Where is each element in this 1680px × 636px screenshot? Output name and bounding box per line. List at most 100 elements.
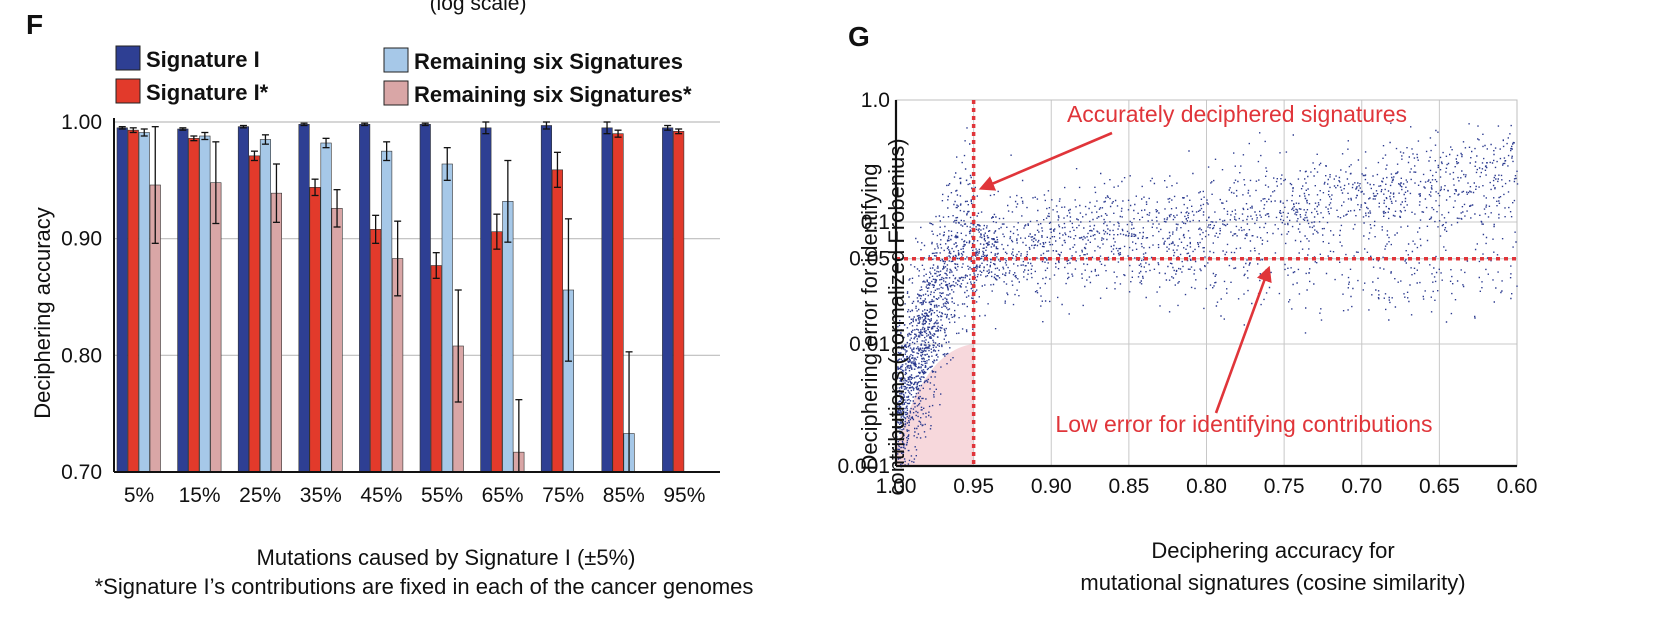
error-bar-remaining-six-signatures-45: [383, 141, 391, 162]
error-bar-remaining-six-signatures-75: [564, 218, 572, 362]
bar-signature-i-star-25: [248, 155, 260, 473]
error-bar-signature-i-star-65: [493, 213, 501, 250]
error-bar-remaining-six-signatures-star-45: [394, 220, 402, 297]
error-bar-signature-i-75: [542, 121, 550, 130]
shaded-region: [896, 344, 974, 466]
error-bar-signature-i-star-5: [129, 127, 137, 134]
panel-f-legend: Signature I Signature I* Remaining six Sig…: [115, 45, 692, 107]
x-tick-label-35: 35%: [300, 484, 342, 507]
x-tick-label: 0.90: [1031, 475, 1072, 498]
x-tick-label: 0.85: [1108, 475, 1149, 498]
panel-g-y-axis-label-line1: Deciphering error for identifying: [857, 164, 882, 471]
bar-remaining-six-signatures-star-25: [270, 192, 283, 473]
error-bar-remaining-six-signatures-25: [261, 134, 269, 145]
error-bar-signature-i-star-45: [372, 214, 380, 244]
panel-f-bar-chart: F Signature I Signature I* Remaining six S…: [26, 9, 753, 599]
panel-g-annotations: Accurately deciphered signatures Low erro…: [978, 101, 1433, 437]
bar-signature-i-star-65: [491, 231, 503, 473]
annotation-arrow-low-error: [1214, 265, 1272, 414]
panel-g-threshold-lines: [896, 100, 1517, 466]
x-tick-label-95: 95%: [663, 484, 705, 507]
bar-signature-i-star-85: [612, 133, 624, 473]
bar-signature-i-55: [419, 124, 431, 473]
bar-signature-i-star-55: [430, 265, 442, 473]
error-bar-signature-i-star-55: [432, 252, 440, 279]
error-bar-signature-i-star-35: [311, 178, 319, 197]
x-tick-label: 0.60: [1497, 475, 1538, 498]
panel-g-x-axis-label-line2: mutational signatures (cosine similarity…: [1080, 570, 1465, 595]
panel-f-y-axis-label: Deciphering accuracy: [30, 207, 55, 419]
legend-swatch-remaining-six-signatures: [383, 47, 409, 73]
error-bar-signature-i-85: [603, 121, 611, 135]
legend-label-signature-i-star: Signature I*: [146, 80, 269, 105]
x-tick-label-55: 55%: [421, 484, 463, 507]
bar-signature-i-star-35: [309, 187, 321, 473]
x-tick-label-25: 25%: [239, 484, 281, 507]
bar-signature-i-15: [177, 128, 189, 473]
y-tick-label: 0.001: [837, 455, 890, 478]
x-tick-label: 0.75: [1264, 475, 1305, 498]
y-tick-label: 0.01: [849, 333, 890, 356]
error-bar-signature-i-star-85: [614, 129, 622, 138]
error-bar-signature-i-15: [179, 127, 187, 131]
bar-remaining-six-signatures-35: [320, 142, 332, 473]
x-tick-label-65: 65%: [482, 484, 524, 507]
error-bar-remaining-six-signatures-55: [443, 147, 451, 181]
panel-g-shaded-region: [896, 344, 974, 466]
bar-remaining-six-signatures-star-15: [210, 182, 222, 473]
x-tick-label: 0.70: [1341, 475, 1382, 498]
x-tick-label: 1.00: [876, 475, 917, 498]
bar-remaining-six-signatures-15: [199, 135, 211, 473]
error-bar-signature-i-5: [118, 126, 126, 130]
error-bar-remaining-six-signatures-star-25: [272, 163, 280, 223]
bar-signature-i-65: [480, 127, 492, 473]
y-tick-label: 0.90: [61, 228, 102, 251]
panel-g-scatter-plot: G 1.00 0.95 0.90 0.85 0.80 0.75 0.70 0.65 0.60 0.…: [837, 21, 1537, 595]
panel-f-x-axis-label: Mutations caused by Signature I (±5%): [257, 545, 636, 570]
bar-remaining-six-signatures-55: [441, 163, 453, 473]
panel-g-axes: 1.00 0.95 0.90 0.85 0.80 0.75 0.70 0.65 0.60 0.00…: [837, 89, 1537, 498]
panel-f-label: F: [26, 9, 43, 40]
error-bar-remaining-six-signatures-15: [201, 131, 209, 141]
x-tick-label-75: 75%: [542, 484, 584, 507]
annotation-accurately-deciphered: Accurately deciphered signatures: [1067, 101, 1407, 127]
legend-swatch-remaining-six-signatures-star: [383, 80, 409, 106]
x-tick-label: 0.65: [1419, 475, 1460, 498]
legend-label-remaining-six-signatures: Remaining six Signatures: [414, 49, 683, 74]
error-bar-signature-i-55: [421, 122, 429, 127]
bar-signature-i-85: [601, 127, 613, 473]
y-tick-label: 0.05: [849, 248, 890, 271]
bar-signature-i-35: [298, 124, 310, 473]
header-fragment: (log scale): [430, 0, 527, 15]
panel-g-y-axis-label-line2: contributions (normalized Frobenius): [884, 138, 909, 495]
error-bar-signature-i-65: [482, 121, 490, 135]
x-tick-label: 0.80: [1186, 475, 1227, 498]
legend-label-signature-i: Signature I: [146, 47, 260, 72]
error-bar-remaining-six-signatures-star-35: [333, 189, 341, 228]
error-bar-remaining-six-signatures-35: [322, 137, 330, 149]
x-tick-label-85: 85%: [603, 484, 645, 507]
bar-signature-i-star-95: [673, 131, 685, 473]
bar-signature-i-star-75: [551, 169, 564, 473]
y-tick-label: 0.80: [61, 344, 102, 367]
bar-remaining-six-signatures-5: [138, 132, 150, 473]
error-bar-signature-i-star-95: [675, 128, 683, 135]
error-bar-signature-i-25: [239, 124, 247, 129]
bar-signature-i-star-45: [370, 229, 382, 473]
error-bar-signature-i-45: [361, 122, 369, 127]
panel-g-label: G: [848, 21, 870, 52]
error-bar-signature-i-35: [300, 122, 308, 127]
y-tick-label: 1.00: [61, 111, 102, 134]
bar-remaining-six-signatures-star-35: [331, 208, 343, 473]
y-tick-label: 1.0: [861, 89, 890, 112]
legend-label-remaining-six-signatures-star: Remaining six Signatures*: [414, 82, 692, 107]
x-tick-label-15: 15%: [179, 484, 221, 507]
panel-g-x-axis-label-line1: Deciphering accuracy for: [1151, 538, 1394, 563]
error-bar-remaining-six-signatures-star-55: [454, 289, 462, 403]
x-tick-label: 0.95: [953, 475, 994, 498]
bar-signature-i-95: [662, 127, 674, 473]
annotation-arrow-accurately-deciphered: [978, 131, 1113, 191]
panel-f-footnote: *Signature I’s contributions are fixed i…: [95, 574, 754, 599]
error-bar-remaining-six-signatures-star-15: [212, 141, 220, 225]
